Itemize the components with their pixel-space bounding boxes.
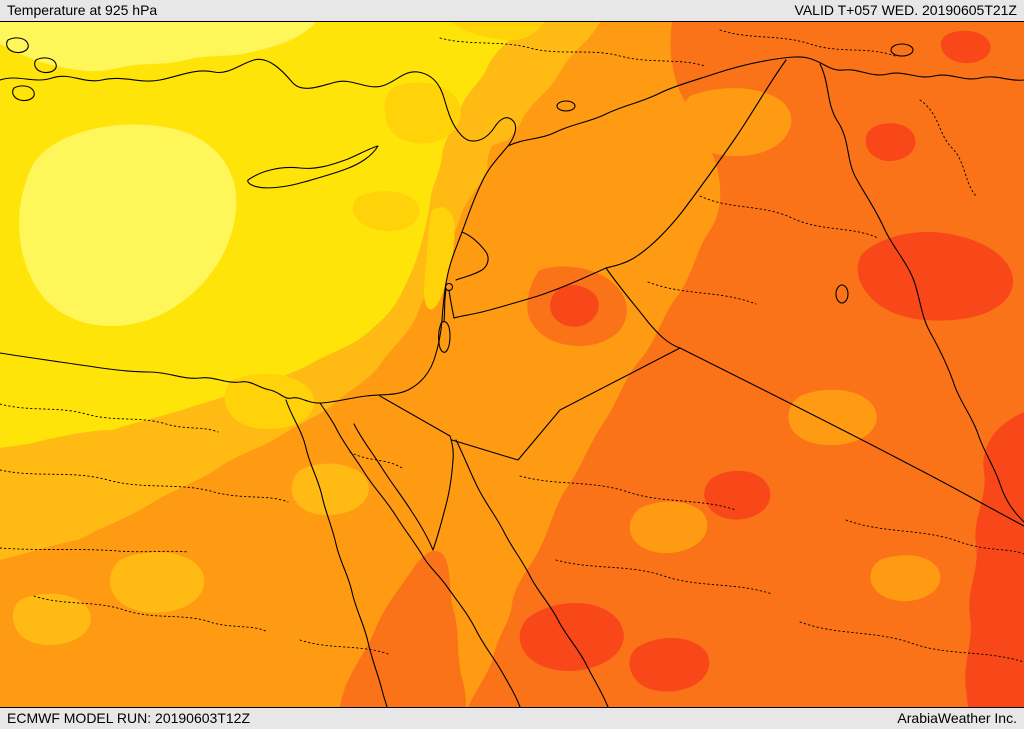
country-borders bbox=[379, 56, 1024, 527]
cyprus-island bbox=[247, 145, 379, 189]
syria-iraq-border bbox=[605, 59, 787, 269]
lake-tharthar bbox=[835, 284, 849, 304]
jordan-iraq-border bbox=[605, 267, 681, 349]
lebanon-syria-border bbox=[455, 231, 489, 281]
model-run-label: ECMWF MODEL RUN: 20190603T12Z bbox=[7, 710, 250, 726]
gulf-of-suez-west-shore bbox=[335, 427, 521, 707]
red-sea-east-shore bbox=[455, 439, 609, 707]
iraq-saudi-border bbox=[679, 347, 1024, 527]
fill-gold-patches bbox=[224, 22, 544, 430]
lake-van bbox=[890, 43, 914, 57]
fill-deep-orange-southeast bbox=[340, 22, 1024, 707]
fill-bright-yellow-patches bbox=[0, 22, 316, 327]
temperature-map bbox=[0, 22, 1024, 707]
attribution-label: ArabiaWeather Inc. bbox=[897, 710, 1017, 726]
map-title: Temperature at 925 hPa bbox=[7, 2, 158, 18]
jordan-saudi-border bbox=[451, 347, 681, 461]
egypt-israel-border bbox=[379, 395, 451, 437]
rivers bbox=[285, 289, 447, 707]
israel-jordan-north-border bbox=[448, 289, 455, 319]
fill-orange-patches bbox=[487, 88, 941, 602]
turkey-syria-border bbox=[507, 56, 1024, 147]
syria-jordan-border bbox=[453, 267, 607, 319]
mediterranean-coastline bbox=[0, 58, 517, 404]
aegean-islands bbox=[6, 37, 57, 102]
fill-amber-mottling bbox=[12, 463, 369, 646]
admin-boundaries bbox=[0, 29, 1024, 663]
dead-sea bbox=[438, 321, 451, 353]
header-bar: Temperature at 925 hPa VALID T+057 WED. … bbox=[0, 0, 1024, 22]
fill-red-patches bbox=[519, 30, 1024, 707]
nile-river bbox=[285, 399, 388, 707]
turkish-lake bbox=[556, 100, 576, 112]
sinai-east-shore bbox=[432, 435, 454, 551]
iran-iraq-border bbox=[819, 63, 1024, 523]
coastlines bbox=[0, 37, 609, 707]
map-area bbox=[0, 22, 1024, 707]
jordan-river bbox=[443, 289, 447, 323]
suez-canal bbox=[319, 402, 337, 429]
sinai-west-shore bbox=[353, 423, 434, 551]
footer-bar: ECMWF MODEL RUN: 20190603T12Z ArabiaWeat… bbox=[0, 707, 1024, 729]
valid-time-label: VALID T+057 WED. 20190605T21Z bbox=[794, 2, 1017, 18]
